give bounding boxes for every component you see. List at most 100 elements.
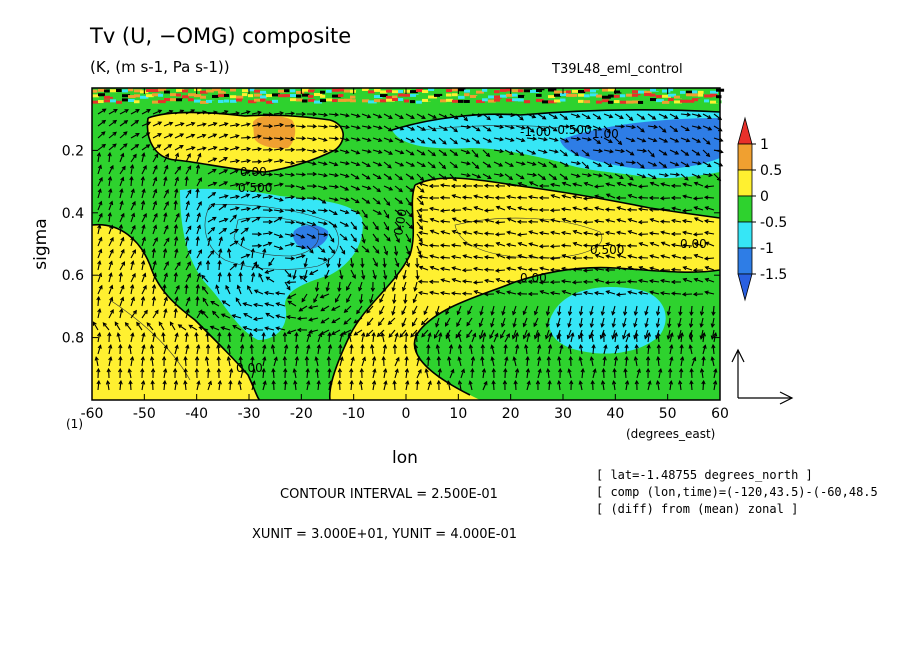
wind-vector-head bbox=[560, 207, 566, 212]
wind-vector bbox=[548, 380, 551, 391]
wind-vector bbox=[595, 254, 605, 259]
wind-vector-head bbox=[565, 124, 571, 129]
wind-vector-head bbox=[431, 139, 437, 144]
wind-vector-head bbox=[601, 331, 607, 337]
wind-vector-head bbox=[366, 321, 371, 326]
wind-vector bbox=[394, 173, 403, 180]
wind-vector-head bbox=[96, 379, 101, 385]
wind-vector-head bbox=[451, 278, 456, 283]
wind-vector bbox=[229, 160, 239, 163]
wind-vector-head bbox=[375, 249, 380, 254]
wind-vector-head bbox=[216, 343, 221, 349]
wind-vector-head bbox=[309, 271, 314, 275]
wind-vector bbox=[583, 197, 594, 200]
wind-vector-head bbox=[587, 137, 592, 142]
wind-vector-head bbox=[201, 133, 207, 138]
wind-vector-head bbox=[172, 367, 178, 373]
wind-vector bbox=[625, 356, 628, 367]
wind-vector-head bbox=[410, 151, 415, 156]
wind-vector-head bbox=[195, 187, 200, 193]
wind-vector bbox=[471, 161, 479, 169]
wind-vector bbox=[130, 225, 136, 235]
wind-vector-head bbox=[472, 183, 478, 189]
noise-mark bbox=[278, 99, 286, 103]
wind-vector bbox=[460, 161, 470, 165]
wind-vector bbox=[473, 281, 484, 284]
wind-vector bbox=[275, 292, 286, 295]
wind-vector-head bbox=[439, 255, 445, 260]
wind-vector bbox=[441, 292, 451, 295]
wind-vector-head bbox=[571, 292, 577, 297]
wind-vector bbox=[495, 221, 506, 224]
wind-vector-head bbox=[132, 153, 137, 159]
wind-vector-head bbox=[412, 310, 417, 316]
wind-vector-head bbox=[224, 194, 229, 199]
noise-mark bbox=[104, 95, 113, 99]
wind-vector-head bbox=[418, 238, 423, 243]
region-blue-west bbox=[293, 224, 329, 250]
wind-vector bbox=[343, 317, 352, 325]
noise-mark bbox=[206, 95, 214, 99]
wind-vector bbox=[471, 149, 479, 158]
wind-vector-head bbox=[225, 284, 230, 290]
noise-mark bbox=[422, 90, 429, 94]
wind-vector bbox=[320, 293, 330, 298]
wind-vector bbox=[141, 109, 151, 115]
wind-vector bbox=[548, 113, 558, 119]
wind-vector-head bbox=[626, 279, 632, 284]
colorbar-tick-label: 1 bbox=[760, 137, 769, 153]
wind-vector-head bbox=[429, 265, 435, 270]
wind-vector bbox=[661, 241, 671, 247]
wind-vector bbox=[617, 254, 627, 259]
wind-vector bbox=[523, 329, 528, 339]
wind-vector bbox=[383, 257, 386, 268]
wind-vector bbox=[152, 249, 155, 259]
wind-vector bbox=[361, 209, 368, 218]
noise-mark bbox=[224, 88, 230, 92]
wind-vector-head bbox=[141, 152, 146, 157]
wind-vector bbox=[518, 254, 528, 259]
wind-vector-head bbox=[278, 234, 284, 239]
wind-vector bbox=[97, 213, 103, 223]
noise-mark bbox=[170, 90, 176, 94]
wind-vector bbox=[320, 305, 330, 312]
wind-vector-head bbox=[245, 193, 251, 198]
wind-vector-head bbox=[238, 355, 243, 361]
wind-vector bbox=[174, 273, 177, 283]
wind-vector-head bbox=[589, 323, 594, 328]
wind-vector-head bbox=[693, 242, 698, 247]
wind-vector bbox=[141, 165, 147, 175]
wind-vector-head bbox=[712, 380, 718, 385]
wind-vector bbox=[119, 120, 128, 127]
wind-vector-head bbox=[549, 279, 555, 285]
noise-mark bbox=[104, 99, 113, 103]
wind-vector-head bbox=[301, 136, 307, 141]
wind-vector bbox=[361, 357, 366, 367]
wind-vector-head bbox=[538, 244, 544, 249]
wind-vector bbox=[265, 303, 275, 307]
wind-vector-head bbox=[119, 188, 124, 193]
wind-vector-head bbox=[349, 263, 355, 268]
wind-vector bbox=[617, 219, 627, 223]
wind-vector bbox=[119, 189, 123, 199]
wind-vector-head bbox=[442, 151, 448, 157]
wind-vector bbox=[249, 333, 253, 343]
wind-vector-head bbox=[685, 163, 690, 168]
noise-mark bbox=[320, 90, 326, 94]
wind-vector-head bbox=[517, 241, 523, 247]
wind-vector-head bbox=[605, 254, 610, 259]
wind-vector-head bbox=[185, 236, 190, 241]
wind-vector bbox=[284, 269, 292, 278]
wind-vector bbox=[515, 149, 524, 156]
wind-vector bbox=[262, 195, 272, 199]
noise-mark bbox=[704, 94, 713, 98]
wind-vector-head bbox=[453, 164, 459, 169]
wind-vector bbox=[693, 233, 704, 236]
wind-vector-head bbox=[292, 275, 297, 280]
wind-vector bbox=[694, 254, 704, 259]
wind-vector-head bbox=[664, 173, 669, 178]
wind-vector-head bbox=[419, 176, 425, 182]
wind-vector bbox=[372, 257, 378, 267]
wind-vector bbox=[592, 344, 595, 355]
wind-vector bbox=[225, 285, 231, 295]
